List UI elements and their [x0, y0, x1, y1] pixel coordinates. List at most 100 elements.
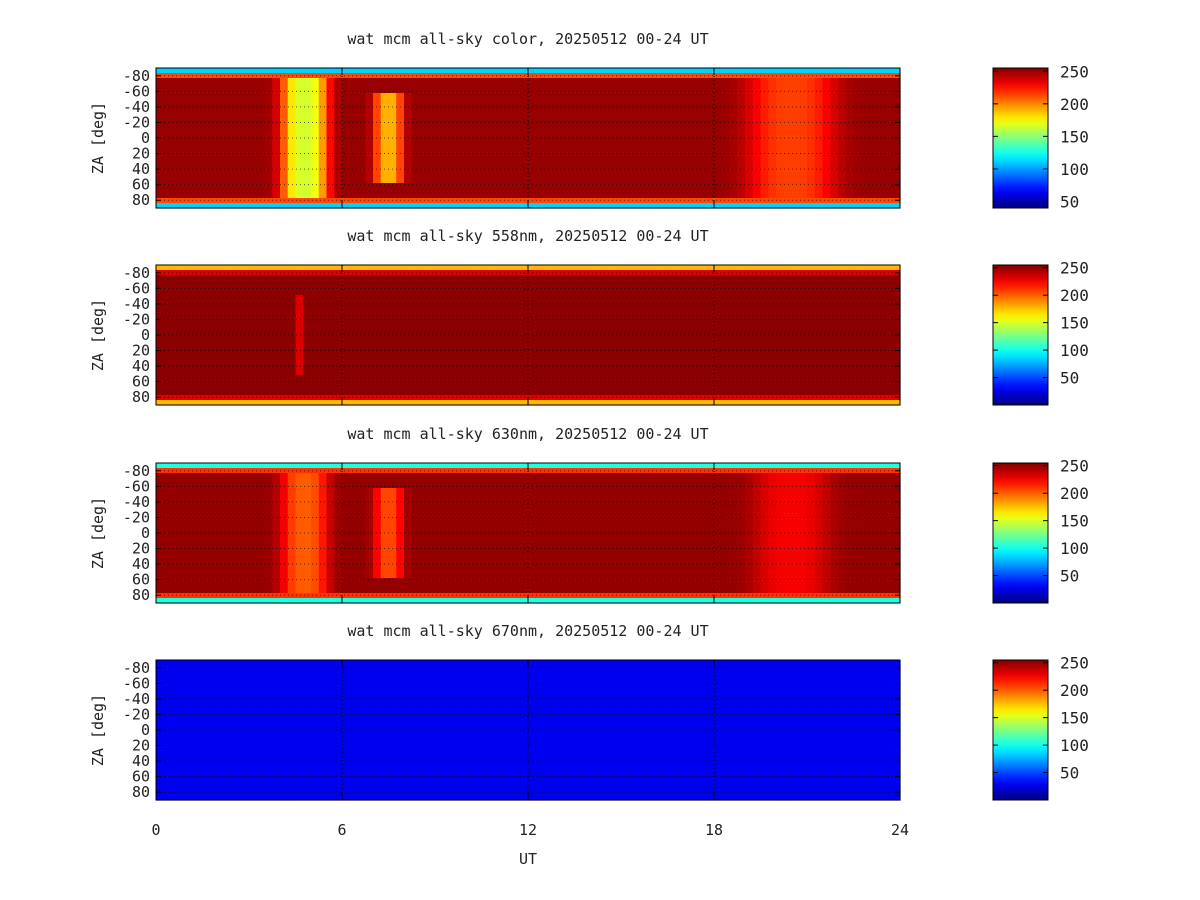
heatmap-cell — [280, 310, 289, 316]
heatmap-cell — [396, 295, 405, 301]
heatmap-cell — [349, 123, 359, 129]
heatmap-cell — [884, 203, 893, 209]
heatmap-cell — [287, 78, 297, 84]
heatmap-cell — [326, 128, 335, 134]
heatmap-cell — [442, 265, 452, 271]
heatmap-cell — [729, 83, 738, 89]
heatmap-cell — [187, 133, 196, 139]
heatmap-cell — [280, 118, 289, 124]
heatmap-cell — [481, 350, 490, 356]
heatmap-cell — [721, 315, 731, 321]
heatmap-cell — [326, 395, 335, 401]
heatmap-cell — [667, 73, 676, 79]
heatmap-cell — [760, 168, 769, 174]
heatmap-cell — [683, 270, 692, 276]
heatmap-cell — [489, 128, 498, 134]
heatmap-cell — [667, 335, 676, 341]
heatmap-cell — [489, 178, 498, 184]
heatmap-cell — [690, 153, 700, 159]
heatmap-cell — [272, 325, 281, 331]
heatmap-cell — [853, 198, 862, 204]
heatmap-cell — [621, 265, 630, 271]
heatmap-cell — [768, 285, 777, 291]
heatmap-cell — [179, 355, 188, 361]
heatmap-cell — [357, 133, 366, 139]
heatmap-cell — [737, 350, 746, 356]
heatmap-cell — [551, 340, 560, 346]
heatmap-cell — [318, 315, 328, 321]
heatmap-cell — [249, 275, 258, 281]
heatmap-cell — [318, 270, 328, 276]
heatmap-cell — [249, 330, 258, 336]
heatmap-cell — [652, 330, 661, 336]
heatmap-cell — [512, 178, 521, 184]
heatmap-cell — [520, 305, 529, 311]
heatmap-cell — [466, 103, 475, 109]
heatmap-cell — [566, 270, 576, 276]
heatmap-cell — [752, 88, 762, 94]
heatmap-cell — [528, 395, 537, 401]
heatmap-cell — [435, 390, 444, 396]
heatmap-cell — [287, 265, 297, 271]
heatmap-cell — [218, 390, 227, 396]
heatmap-cell — [869, 83, 878, 89]
heatmap-cell — [683, 335, 692, 341]
heatmap-cell — [318, 310, 328, 316]
heatmap-cell — [419, 143, 428, 149]
heatmap-cell — [272, 330, 281, 336]
heatmap-cell — [853, 158, 862, 164]
heatmap-cell — [729, 275, 738, 281]
heatmap-cell — [613, 280, 622, 286]
heatmap-cell — [411, 78, 421, 84]
heatmap-cell — [714, 153, 723, 159]
heatmap-cell — [404, 350, 413, 356]
heatmap-cell — [249, 123, 258, 129]
heatmap-cell — [373, 173, 382, 179]
heatmap-cell — [714, 320, 723, 326]
heatmap-cell — [628, 340, 638, 346]
heatmap-cell — [187, 370, 196, 376]
heatmap-cell — [884, 188, 893, 194]
heatmap-cell — [776, 83, 785, 89]
heatmap-cell — [349, 103, 359, 109]
heatmap-cell — [171, 335, 180, 341]
heatmap-cell — [295, 103, 304, 109]
heatmap-cell — [760, 285, 769, 291]
heatmap-cell — [566, 360, 576, 366]
y-tick-label: 0 — [141, 129, 150, 147]
heatmap-cell — [427, 78, 436, 84]
heatmap-cell — [582, 78, 591, 84]
heatmap-cell — [210, 365, 219, 371]
heatmap-cell — [752, 315, 762, 321]
heatmap-cell — [419, 305, 428, 311]
heatmap-cell — [714, 118, 723, 124]
heatmap-cell — [202, 138, 211, 144]
heatmap-cell — [752, 265, 762, 271]
heatmap-cell — [419, 73, 428, 79]
heatmap-cell — [628, 380, 638, 386]
heatmap-cell — [163, 340, 173, 346]
heatmap-cell — [404, 265, 413, 271]
heatmap-cell — [667, 360, 676, 366]
heatmap-cell — [667, 320, 676, 326]
heatmap-cell — [357, 138, 366, 144]
heatmap-cell — [419, 193, 428, 199]
heatmap-cell — [442, 295, 452, 301]
heatmap-cell — [442, 380, 452, 386]
heatmap-cell — [559, 183, 568, 189]
heatmap-cell — [644, 340, 653, 346]
heatmap-cell — [628, 173, 638, 179]
heatmap-cell — [481, 103, 490, 109]
heatmap-cell — [582, 138, 591, 144]
heatmap-cell — [652, 325, 661, 331]
heatmap-cell — [582, 380, 591, 386]
heatmap-cell — [334, 400, 343, 406]
heatmap-cell — [473, 275, 483, 281]
heatmap-cell — [481, 335, 490, 341]
heatmap-cell — [745, 158, 754, 164]
heatmap-cell — [838, 183, 847, 189]
heatmap-cell — [520, 295, 529, 301]
heatmap-cell — [628, 310, 638, 316]
heatmap-cell — [365, 73, 374, 79]
heatmap-cell — [683, 345, 692, 351]
